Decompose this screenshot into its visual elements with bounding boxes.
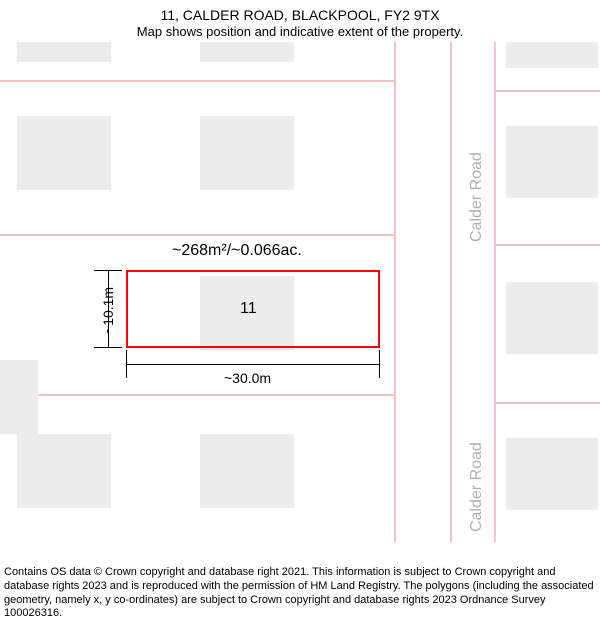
building-block — [506, 42, 598, 68]
parcel-line — [494, 90, 600, 92]
road-name-label: Calder Road — [468, 152, 486, 242]
building-block — [506, 126, 598, 198]
road-name-label: Calder Road — [468, 442, 486, 532]
width-dimension-line — [126, 364, 380, 365]
parcel-line — [394, 42, 396, 542]
area-label: ~268m²/~0.066ac. — [172, 242, 302, 260]
plot-number-label: 11 — [240, 300, 257, 318]
building-block — [200, 434, 294, 508]
parcel-line — [450, 42, 452, 542]
page-title: 11, CALDER ROAD, BLACKPOOL, FY2 9TX — [0, 6, 600, 24]
parcel-line — [494, 42, 496, 542]
copyright-footer: Contains OS data © Crown copyright and d… — [4, 566, 596, 621]
building-block — [200, 116, 294, 190]
parcel-line — [494, 244, 600, 246]
header: 11, CALDER ROAD, BLACKPOOL, FY2 9TX Map … — [0, 0, 600, 41]
width-dimension-label: ~30.0m — [224, 370, 271, 386]
building-block — [200, 42, 294, 62]
width-dimension-tick — [379, 350, 380, 378]
page-subtitle: Map shows position and indicative extent… — [0, 24, 600, 41]
width-dimension-tick — [126, 350, 127, 378]
building-block — [506, 438, 598, 510]
height-dimension-label: ~10.1m — [100, 287, 116, 334]
building-block — [17, 116, 111, 190]
parcel-line — [494, 402, 600, 404]
height-dimension-tick — [94, 270, 122, 271]
building-block — [0, 360, 38, 434]
building-block — [506, 282, 598, 354]
parcel-line — [0, 394, 394, 396]
height-dimension-tick — [94, 347, 122, 348]
parcel-line — [0, 80, 394, 82]
map-canvas: 11 ~268m²/~0.066ac. ~30.0m ~10.1m Calder… — [0, 42, 600, 542]
building-block — [17, 434, 111, 508]
building-block — [17, 42, 111, 62]
parcel-line — [0, 234, 394, 236]
